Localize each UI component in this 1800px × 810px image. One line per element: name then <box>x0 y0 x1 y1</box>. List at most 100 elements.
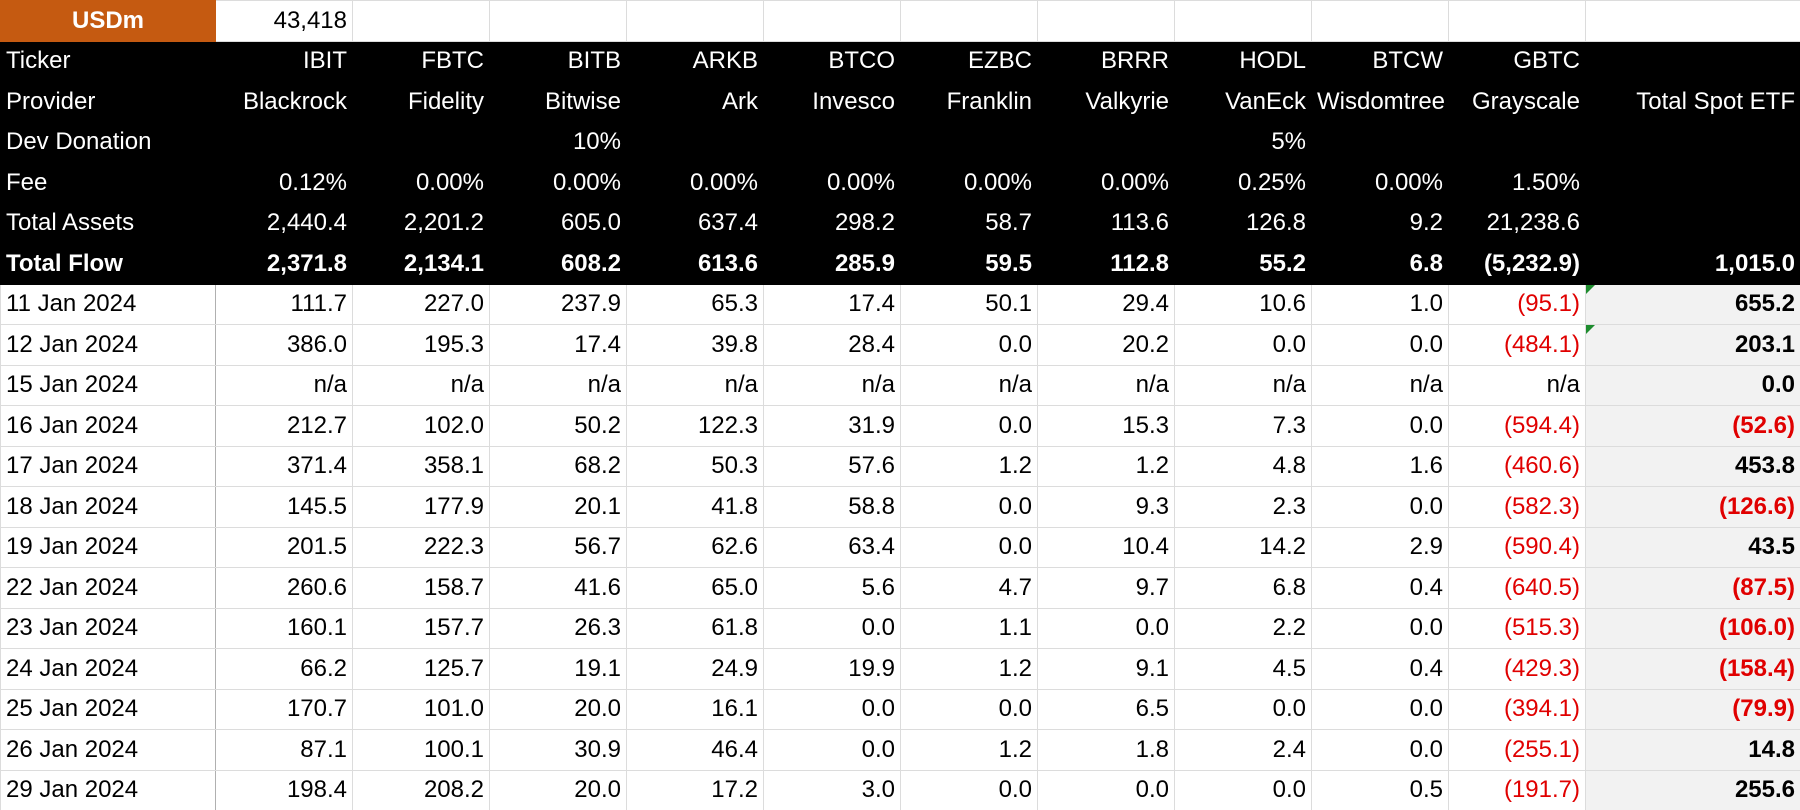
header-cell: Bitwise <box>489 81 627 123</box>
flow-cell: 1.2 <box>900 729 1038 771</box>
flow-cell: 58.8 <box>763 486 901 528</box>
data-row: 19 Jan 2024 201.5 222.3 56.7 62.6 63.4 0.0 10.4… <box>0 526 1800 568</box>
flow-cell: 50.2 <box>489 405 627 447</box>
flow-cell: 0.0 <box>1174 688 1312 730</box>
flow-cell: 157.7 <box>352 607 490 649</box>
header-cell <box>1037 121 1175 163</box>
header-cell: 5% <box>1174 121 1312 163</box>
header-cell: BTCO <box>763 40 901 82</box>
header-cell: EZBC <box>900 40 1038 82</box>
flow-cell: 20.1 <box>489 486 627 528</box>
total-cell: 14.8 <box>1585 729 1800 771</box>
total-cell <box>1585 162 1800 204</box>
flow-cell: 29.4 <box>1037 283 1175 325</box>
header-cell: 59.5 <box>900 243 1038 285</box>
header-cell: 2,134.1 <box>352 243 490 285</box>
header-cell: 10% <box>489 121 627 163</box>
flow-cell: 10.4 <box>1037 526 1175 568</box>
empty-cell <box>489 0 627 42</box>
flow-cell: 19.9 <box>763 648 901 690</box>
header-cell: 0.12% <box>215 162 353 204</box>
comment-indicator <box>1586 325 1595 334</box>
header-cell: 2,440.4 <box>215 202 353 244</box>
date-cell: 17 Jan 2024 <box>0 445 216 487</box>
flow-cell: 20.2 <box>1037 324 1175 366</box>
flow-cell: 201.5 <box>215 526 353 568</box>
flow-cell: 7.3 <box>1174 405 1312 447</box>
flow-cell: 87.1 <box>215 729 353 771</box>
flow-cell: 0.0 <box>1311 607 1449 649</box>
flow-cell: 4.7 <box>900 567 1038 609</box>
flow-cell: (515.3) <box>1448 607 1586 649</box>
flow-cell: 1.8 <box>1037 729 1175 771</box>
flow-cell: 0.0 <box>900 769 1038 810</box>
flow-cell: 2.9 <box>1311 526 1449 568</box>
header-cell: FBTC <box>352 40 490 82</box>
header-row: Provider Blackrock Fidelity Bitwise Ark Inves… <box>0 81 1800 123</box>
header-cell: 285.9 <box>763 243 901 285</box>
flow-cell: (640.5) <box>1448 567 1586 609</box>
row-label: Total Flow <box>0 243 216 285</box>
flow-cell: 2.4 <box>1174 729 1312 771</box>
flow-cell: 111.7 <box>215 283 353 325</box>
total-cell: 1,015.0 <box>1585 243 1800 285</box>
flow-cell: 30.9 <box>489 729 627 771</box>
flow-cell: (95.1) <box>1448 283 1586 325</box>
flow-cell: 17.2 <box>626 769 764 810</box>
data-row: 16 Jan 2024 212.7 102.0 50.2 122.3 31.9 0.0 15.… <box>0 405 1800 447</box>
flow-cell: 0.0 <box>900 405 1038 447</box>
header-cell: Wisdomtree <box>1311 81 1449 123</box>
flow-cell: 1.2 <box>1037 445 1175 487</box>
comment-indicator <box>1586 284 1595 294</box>
flow-cell: (255.1) <box>1448 729 1586 771</box>
header-row: Fee 0.12% 0.00% 0.00% 0.00% 0.00% 0.00% 0.00% 0.… <box>0 162 1800 204</box>
data-row: 11 Jan 2024 111.7 227.0 237.9 65.3 17.4 50.1 29… <box>0 283 1800 325</box>
date-cell: 29 Jan 2024 <box>0 769 216 810</box>
header-cell: 608.2 <box>489 243 627 285</box>
flow-cell: 50.3 <box>626 445 764 487</box>
header-row: Total Assets 2,440.4 2,201.2 605.0 637.4 298.… <box>0 202 1800 244</box>
flow-cell: 66.2 <box>215 648 353 690</box>
flow-cell: 41.6 <box>489 567 627 609</box>
flow-cell: 160.1 <box>215 607 353 649</box>
header-cell: (5,232.9) <box>1448 243 1586 285</box>
flow-cell: 260.6 <box>215 567 353 609</box>
header-cell: 0.00% <box>489 162 627 204</box>
header-cell: 126.8 <box>1174 202 1312 244</box>
flow-cell: 9.1 <box>1037 648 1175 690</box>
header-cell <box>215 121 353 163</box>
date-cell: 26 Jan 2024 <box>0 729 216 771</box>
header-cell: BRRR <box>1037 40 1175 82</box>
date-cell: 11 Jan 2024 <box>0 283 216 325</box>
empty-cell <box>1174 0 1312 42</box>
flow-cell: 0.0 <box>900 486 1038 528</box>
flow-cell: 50.1 <box>900 283 1038 325</box>
flow-cell: 46.4 <box>626 729 764 771</box>
header-cell: 55.2 <box>1174 243 1312 285</box>
flow-cell: 1.2 <box>900 445 1038 487</box>
flow-cell: (429.3) <box>1448 648 1586 690</box>
flow-cell: 0.5 <box>1311 769 1449 810</box>
header-cell: 2,201.2 <box>352 202 490 244</box>
flow-cell: n/a <box>763 364 901 406</box>
flow-cell: 145.5 <box>215 486 353 528</box>
empty-cell <box>626 0 764 42</box>
data-row: 29 Jan 2024 198.4 208.2 20.0 17.2 3.0 0.0 0.0 0.… <box>0 769 1800 810</box>
total-cell: (52.6) <box>1585 405 1800 447</box>
row-label: Total Assets <box>0 202 216 244</box>
data-row: 24 Jan 2024 66.2 125.7 19.1 24.9 19.9 1.2 9.1 4.… <box>0 648 1800 690</box>
header-cell: GBTC <box>1448 40 1586 82</box>
flow-cell: 19.1 <box>489 648 627 690</box>
empty-cell <box>1448 0 1586 42</box>
flow-cell: (590.4) <box>1448 526 1586 568</box>
flow-cell: 6.5 <box>1037 688 1175 730</box>
data-row: 17 Jan 2024 371.4 358.1 68.2 50.3 57.6 1.2 1.2 4… <box>0 445 1800 487</box>
header-row: Total Flow 2,371.8 2,134.1 608.2 613.6 285.9 5… <box>0 243 1800 285</box>
data-row: 23 Jan 2024 160.1 157.7 26.3 61.8 0.0 1.1 0.0 2.… <box>0 607 1800 649</box>
data-row: 22 Jan 2024 260.6 158.7 41.6 65.0 5.6 4.7 9.7 6.… <box>0 567 1800 609</box>
row-label: Dev Donation <box>0 121 216 163</box>
flow-cell: 16.1 <box>626 688 764 730</box>
flow-cell: 0.0 <box>1037 607 1175 649</box>
flow-cell: 10.6 <box>1174 283 1312 325</box>
